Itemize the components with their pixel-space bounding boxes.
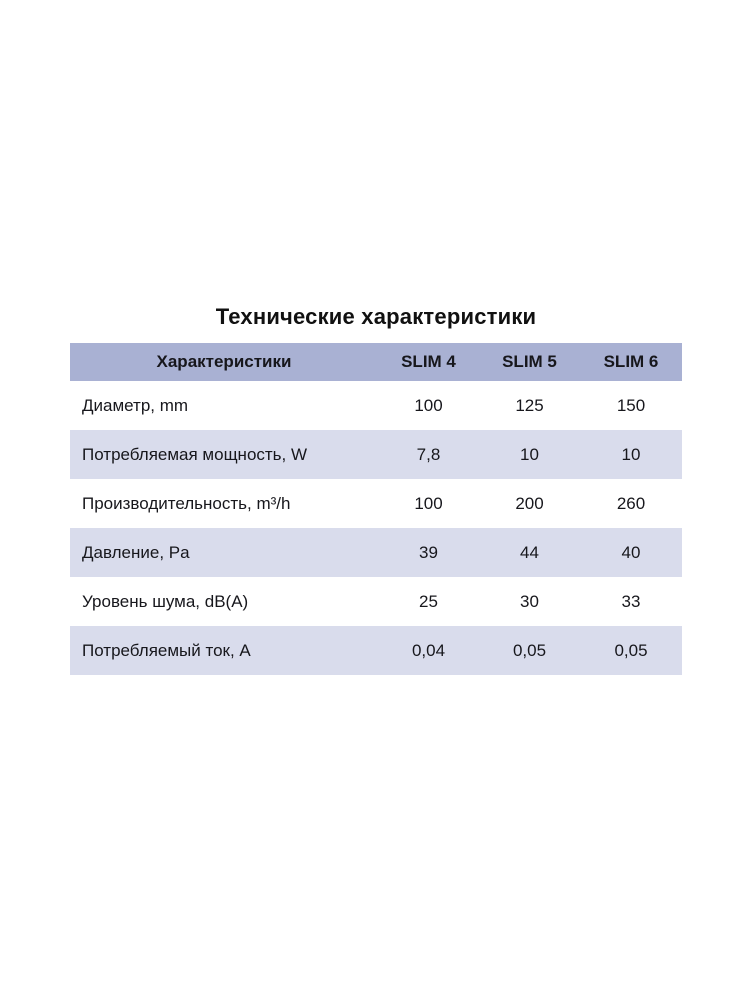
row-label: Производительность, m³/h (82, 493, 291, 513)
spec-sheet: Технические характеристики Характеристик… (70, 302, 682, 675)
table-row-current: Потребляемый ток, A 0,04 0,05 0,05 (70, 626, 682, 675)
cell-value: 33 (621, 591, 641, 611)
row-label: Потребляемая мощность, W (82, 444, 308, 464)
cell-value: 200 (515, 493, 544, 513)
column-header-characteristics: Характеристики (156, 352, 292, 371)
cell-value: 10 (621, 444, 641, 464)
row-label: Уровень шума, dB(A) (82, 591, 249, 611)
row-label: Давление, Pa (82, 542, 190, 562)
cell-value: 44 (520, 542, 539, 562)
cell-value: 40 (621, 542, 641, 562)
cell-value: 25 (419, 591, 438, 611)
cell-value: 100 (414, 395, 443, 415)
cell-value: 0,05 (512, 640, 547, 660)
column-header-slim6: SLIM 6 (603, 352, 659, 371)
table-row-diameter: Диаметр, mm 100 125 150 (70, 381, 682, 430)
cell-value: 0,04 (411, 640, 446, 660)
column-header-slim4: SLIM 4 (401, 352, 456, 371)
cell-value: 0,05 (614, 640, 648, 660)
cell-value: 30 (520, 591, 539, 611)
row-label: Потребляемый ток, A (82, 640, 251, 660)
table-row-noise: Уровень шума, dB(A) 25 30 33 (70, 577, 682, 626)
cell-value: 39 (419, 542, 438, 562)
column-header-slim5: SLIM 5 (502, 352, 557, 371)
cell-value: 7,8 (416, 444, 441, 464)
table-row-power: Потребляемая мощность, W 7,8 10 10 (70, 430, 682, 479)
table-row-airflow: Производительность, m³/h 100 200 260 (70, 479, 682, 528)
row-label: Диаметр, mm (82, 395, 189, 415)
cell-value: 150 (616, 395, 646, 415)
table-header-row: Характеристики SLIM 4 SLIM 5 SLIM 6 (70, 343, 682, 381)
table-body: Диаметр, mm 100 125 150 Потребляемая мощ… (70, 381, 682, 675)
table-row-pressure: Давление, Pa 39 44 40 (70, 528, 682, 577)
cell-value: 10 (520, 444, 539, 464)
cell-value: 100 (414, 493, 443, 513)
specs-table: Характеристики SLIM 4 SLIM 5 SLIM 6 Диам… (70, 343, 682, 675)
page-title: Технические характеристики (215, 304, 537, 329)
cell-value: 125 (515, 395, 544, 415)
cell-value: 260 (616, 493, 646, 513)
